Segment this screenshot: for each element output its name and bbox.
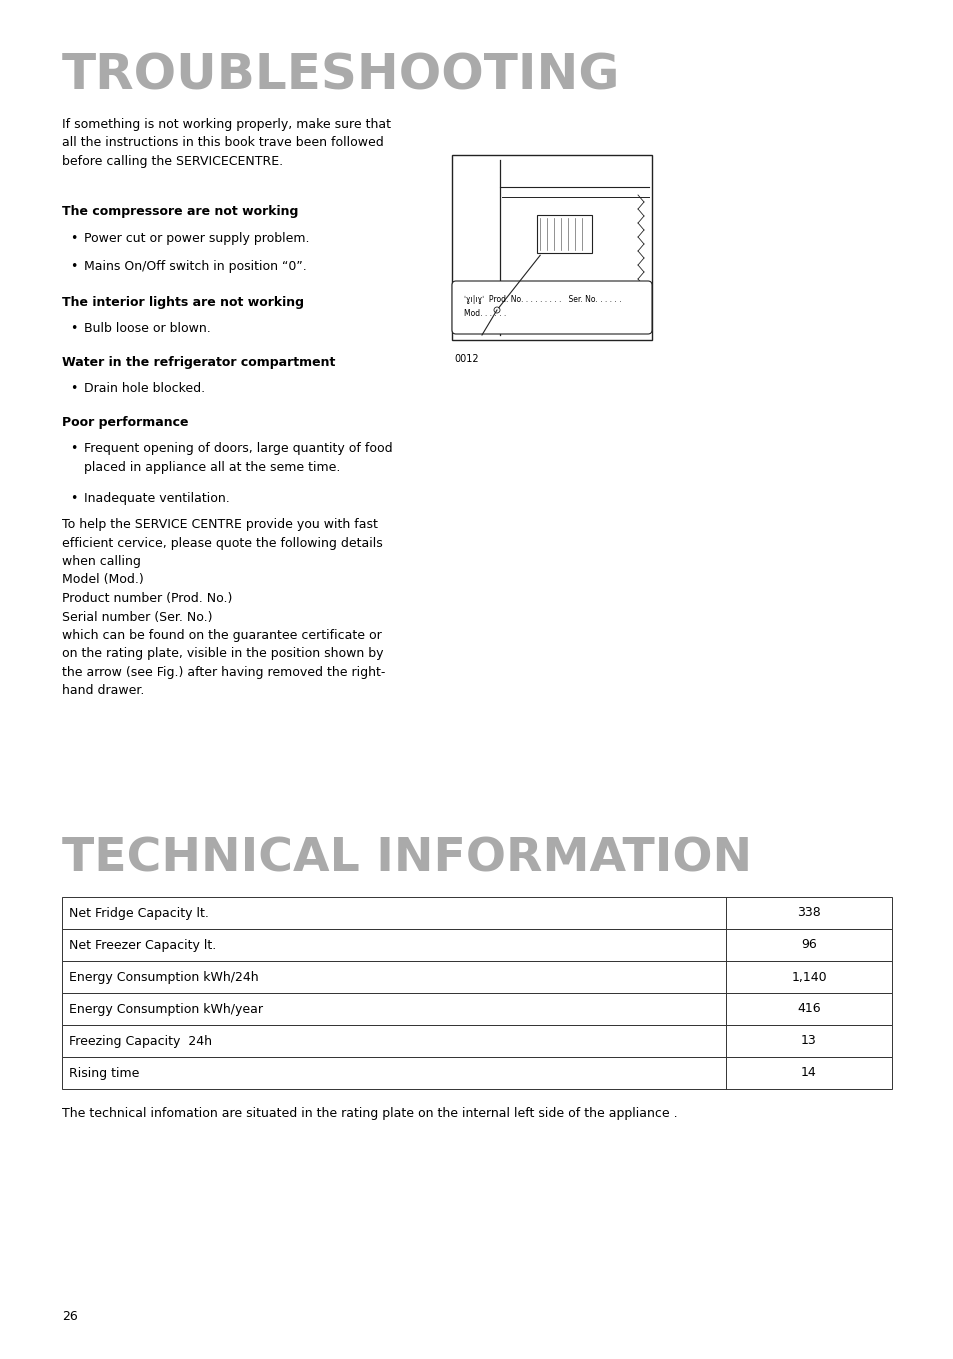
Text: ˈɣı|ıɣˈ  Prod. No. . . . . . . . .   Ser. No. . . . . .: ˈɣı|ıɣˈ Prod. No. . . . . . . . . Ser. N… [463, 295, 620, 304]
Text: Mains On/Off switch in position “0”.: Mains On/Off switch in position “0”. [84, 260, 307, 273]
Bar [62, 930, 891, 961]
Text: •: • [70, 382, 77, 395]
Text: Rising time: Rising time [69, 1067, 139, 1079]
Text: Frequent opening of doors, large quantity of food
placed in appliance all at the: Frequent opening of doors, large quantit… [84, 442, 393, 473]
Text: Drain hole blocked.: Drain hole blocked. [84, 382, 205, 395]
Text: The technical infomation are situated in the rating plate on the internal left s: The technical infomation are situated in… [62, 1108, 677, 1120]
Text: Net Freezer Capacity lt.: Net Freezer Capacity lt. [69, 939, 216, 951]
Text: •: • [70, 442, 77, 455]
Text: TECHNICAL INFORMATION: TECHNICAL INFORMATION [62, 836, 751, 881]
Text: 14: 14 [801, 1067, 816, 1079]
Text: •: • [70, 492, 77, 506]
Text: Energy Consumption kWh/year: Energy Consumption kWh/year [69, 1003, 263, 1015]
Bar [452, 155, 651, 340]
Text: The interior lights are not working: The interior lights are not working [62, 296, 304, 308]
Text: Energy Consumption kWh/24h: Energy Consumption kWh/24h [69, 970, 258, 984]
Text: 416: 416 [797, 1003, 820, 1015]
Text: Net Fridge Capacity lt.: Net Fridge Capacity lt. [69, 906, 209, 920]
Text: •: • [70, 232, 77, 245]
Text: Inadequate ventilation.: Inadequate ventilation. [84, 492, 230, 506]
Text: Water in the refrigerator compartment: Water in the refrigerator compartment [62, 356, 335, 370]
Text: If something is not working properly, make sure that
all the instructions in thi: If something is not working properly, ma… [62, 118, 391, 169]
Text: 0012: 0012 [454, 353, 478, 364]
Bar [62, 1057, 891, 1089]
Text: •: • [70, 322, 77, 336]
Bar [62, 897, 891, 930]
Bar [62, 961, 891, 993]
Text: Power cut or power supply problem.: Power cut or power supply problem. [84, 232, 309, 245]
Bar [537, 215, 592, 253]
Text: To help the SERVICE CENTRE provide you with fast
efficient cervice, please quote: To help the SERVICE CENTRE provide you w… [62, 518, 385, 697]
Text: 26: 26 [62, 1310, 77, 1324]
Text: •: • [70, 260, 77, 273]
Text: 1,140: 1,140 [790, 970, 826, 984]
Text: Poor performance: Poor performance [62, 416, 189, 429]
FancyBboxPatch shape [452, 281, 651, 334]
Bar [62, 993, 891, 1025]
Text: Freezing Capacity  24h: Freezing Capacity 24h [69, 1034, 212, 1048]
Text: TROUBLESHOOTING: TROUBLESHOOTING [62, 52, 619, 101]
Text: Mod. . . . . .: Mod. . . . . . [463, 308, 506, 318]
Text: 13: 13 [801, 1034, 816, 1048]
Text: The compressore are not working: The compressore are not working [62, 205, 298, 217]
Bar [62, 1025, 891, 1057]
Text: 338: 338 [797, 906, 820, 920]
Text: Bulb loose or blown.: Bulb loose or blown. [84, 322, 211, 336]
Text: 96: 96 [801, 939, 816, 951]
